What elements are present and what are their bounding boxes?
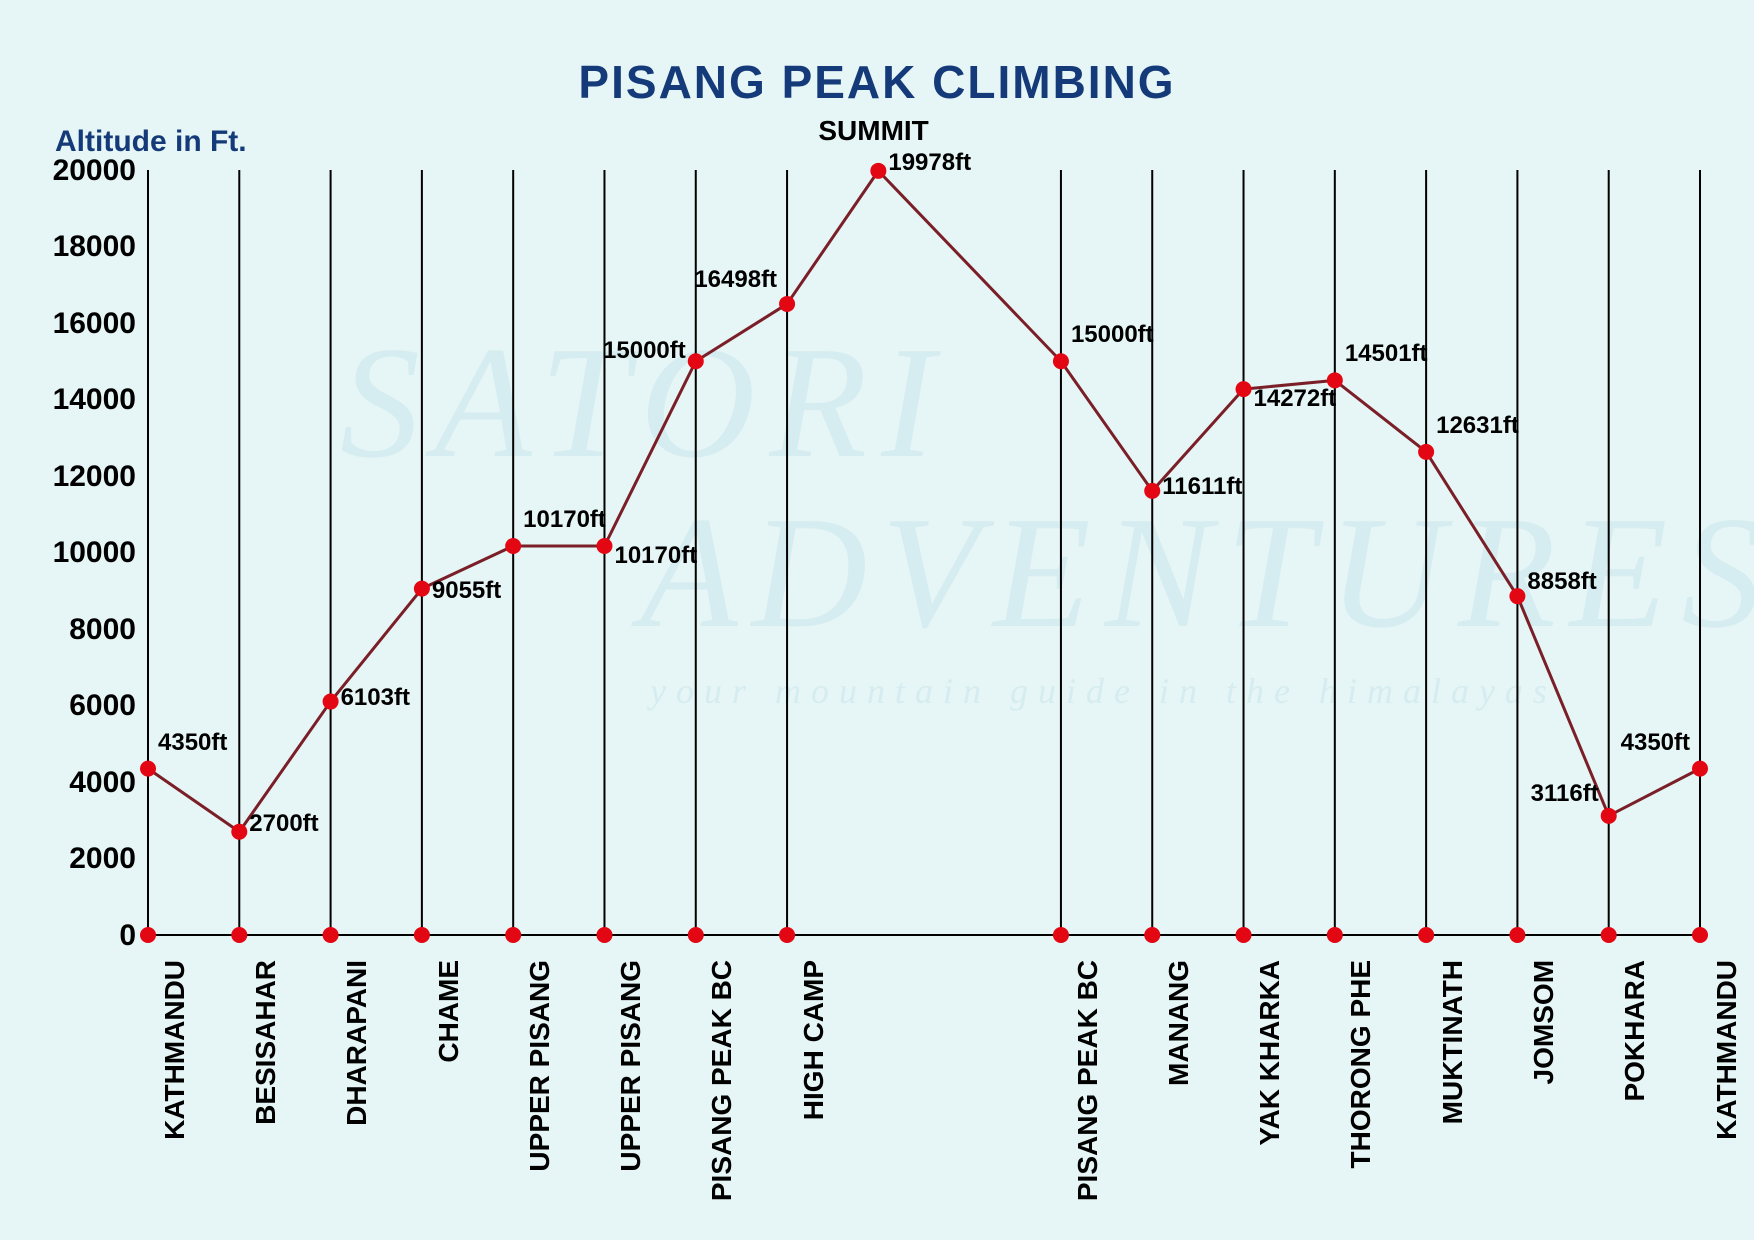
y-tick-label: 16000 [53, 307, 136, 341]
x-category-label: JOMSOM [1528, 960, 1560, 1223]
x-category-label: BESISAHAR [250, 960, 282, 1223]
summit-title: SUMMIT [818, 115, 928, 147]
y-tick-label: 10000 [53, 536, 136, 570]
x-category-label: THORONG PHE [1345, 960, 1377, 1223]
x-category-label: PISANG PEAK BC [1072, 960, 1104, 1223]
data-point-label: 15000ft [1071, 321, 1154, 349]
x-category-label: YAK KHARKA [1254, 960, 1286, 1223]
x-category-label: PISANG PEAK BC [706, 960, 738, 1223]
data-point-label: 10170ft [614, 542, 697, 570]
data-point-label: 19978ft [888, 149, 971, 177]
y-tick-label: 4000 [69, 766, 136, 800]
x-category-label: KATHMANDU [1711, 960, 1743, 1223]
data-point-label: 8858ft [1527, 568, 1596, 596]
y-tick-label: 2000 [69, 842, 136, 876]
data-point-label: 9055ft [432, 577, 501, 605]
x-category-label: MUKTINATH [1437, 960, 1469, 1223]
y-tick-label: 8000 [69, 613, 136, 647]
data-point-label: 2700ft [249, 810, 318, 838]
data-point-label: 12631ft [1436, 412, 1519, 440]
x-category-label: POKHARA [1619, 960, 1651, 1223]
x-category-label: DHARAPANI [341, 960, 373, 1223]
y-tick-label: 20000 [53, 154, 136, 188]
data-point-label: 3116ft [1531, 780, 1599, 808]
x-category-label: HIGH CAMP [798, 960, 830, 1223]
data-point-label: 6103ft [341, 684, 410, 712]
y-tick-label: 18000 [53, 230, 136, 264]
x-category-label: KATHMANDU [159, 960, 191, 1223]
data-point-label: 4350ft [158, 729, 227, 757]
x-category-label: UPPER PISANG [524, 960, 556, 1223]
data-point-label: 16498ft [694, 266, 777, 294]
x-category-label: MANANG [1163, 960, 1195, 1223]
x-category-label: UPPER PISANG [615, 960, 647, 1223]
y-tick-label: 14000 [53, 383, 136, 417]
y-tick-label: 12000 [53, 460, 136, 494]
y-tick-label: 0 [119, 919, 136, 953]
chart-stage: PISANG PEAK CLIMBING Altitude in Ft. SAT… [0, 0, 1754, 1240]
y-tick-label: 6000 [69, 689, 136, 723]
data-point-label: 10170ft [523, 506, 606, 534]
data-point-label: 11611ft [1162, 473, 1242, 501]
data-point-label: 14272ft [1254, 385, 1337, 413]
data-point-label: 15000ft [603, 337, 686, 365]
data-point-label: 14501ft [1345, 340, 1428, 368]
data-point-label: 4350ft [1621, 729, 1690, 757]
x-category-label: CHAME [433, 960, 465, 1223]
